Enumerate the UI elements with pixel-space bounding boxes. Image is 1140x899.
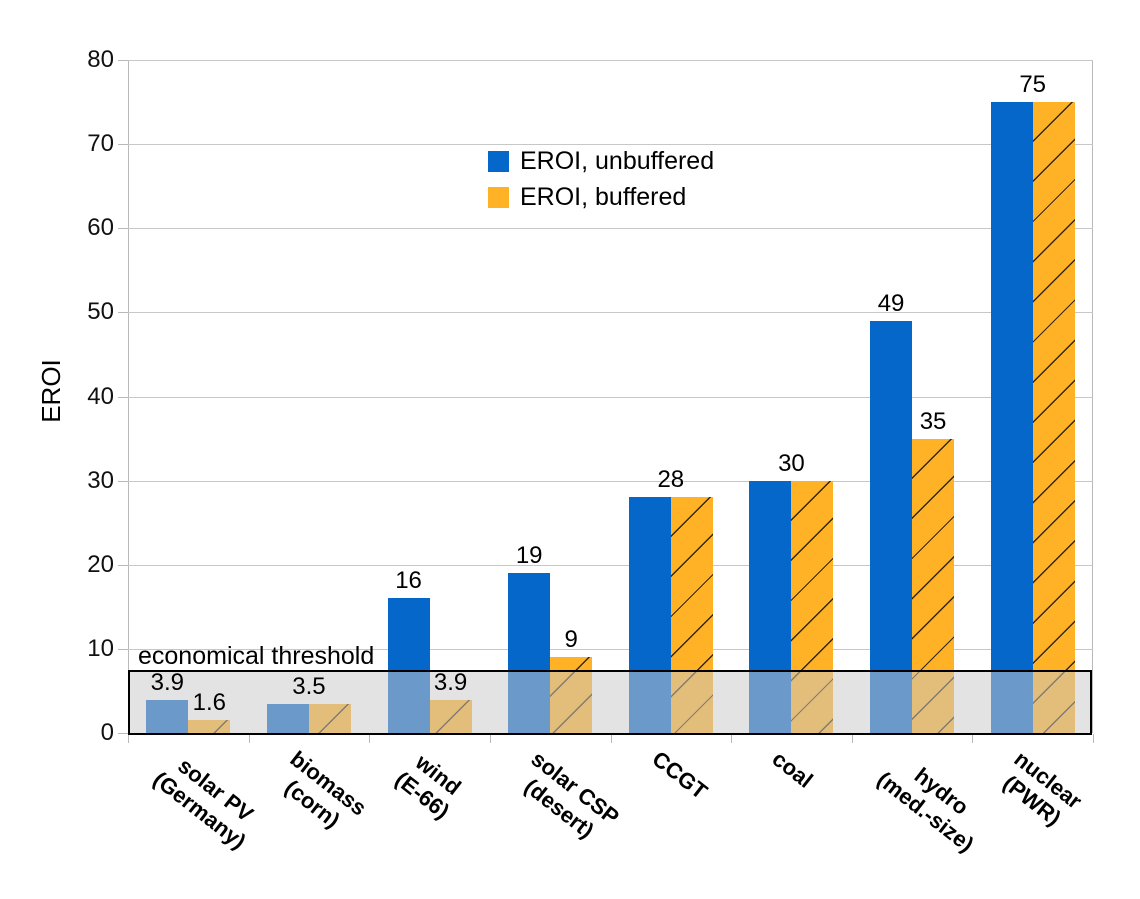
gridline-y-40: [128, 397, 1093, 398]
economical-threshold-label: economical threshold: [138, 642, 375, 670]
chart-legend: EROI, unbuffered EROI, buffered: [488, 148, 714, 210]
bar-buffered-wind-e-66: [429, 700, 472, 733]
gridline-y-50: [128, 312, 1093, 313]
y-axis-label-0: 0: [100, 719, 114, 746]
y-tick-30: [118, 481, 128, 482]
y-axis-label-20: 20: [87, 551, 114, 578]
plot-border-right: [1092, 60, 1093, 733]
y-axis-label-10: 10: [87, 635, 114, 662]
x-label-ccgt: CCGT: [647, 746, 712, 805]
y-tick-20: [118, 565, 128, 566]
gridline-y-20: [128, 565, 1093, 566]
bar-unbuffered-coal: [749, 480, 792, 733]
plot-border-left: [128, 60, 129, 733]
x-label-nuclear-pwr: nuclear (PWR): [998, 746, 1087, 831]
y-tick-40: [118, 397, 128, 398]
y-axis-label-70: 70: [87, 130, 114, 157]
gridline-y-70: [128, 144, 1093, 145]
legend-label-buffered: EROI, buffered: [520, 183, 687, 211]
y-tick-70: [118, 144, 128, 145]
value-label-buffered-solar-csp-desert: 9: [564, 626, 578, 654]
bar-unbuffered-biomass-corn: [266, 703, 309, 733]
value-label-buffered-solar-pv-germany: 1.6: [192, 688, 226, 716]
x-tick-8: [1093, 734, 1094, 743]
x-label-coal: coal: [768, 746, 819, 793]
bar-unbuffered-ccgt: [628, 497, 671, 733]
x-label-solar-csp-desert: solar CSP (desert): [519, 746, 625, 844]
value-label-unbuffered-wind-e-66: 16: [395, 567, 422, 595]
x-tick-7: [972, 734, 973, 743]
x-label-solar-pv-germany: solar PV (Germany): [148, 752, 259, 854]
y-axis-label-40: 40: [87, 383, 114, 410]
x-label-wind-e-66: wind (E-66): [390, 749, 466, 824]
legend-item-unbuffered: EROI, unbuffered: [488, 148, 714, 174]
value-label-buffered-wind-e-66: 3.9: [433, 669, 468, 697]
bar-buffered-nuclear-pwr: [1032, 102, 1075, 733]
y-axis-label-50: 50: [87, 298, 114, 325]
value-label-coal: 30: [778, 449, 805, 477]
y-axis-label-80: 80: [87, 46, 114, 73]
x-tick-6: [852, 734, 853, 743]
value-label-biomass-corn: 3.5: [292, 672, 326, 700]
bar-buffered-solar-pv-germany: [188, 719, 231, 733]
x-tick-4: [611, 734, 612, 743]
bar-buffered-hydro-med-size: [912, 438, 955, 733]
x-label-biomass-corn: biomass (corn): [280, 746, 372, 833]
bar-buffered-coal: [791, 480, 834, 733]
value-label-nuclear-pwr: 75: [1019, 71, 1047, 99]
value-label-unbuffered-hydro-med-size: 49: [877, 289, 905, 317]
y-axis-label-60: 60: [87, 214, 114, 241]
value-label-buffered-hydro-med-size: 35: [919, 407, 947, 435]
x-tick-0: [128, 734, 129, 743]
legend-item-buffered: EROI, buffered: [488, 184, 714, 210]
y-tick-80: [118, 60, 128, 61]
gridline-y-60: [128, 228, 1093, 229]
value-label-unbuffered-solar-csp-desert: 19: [515, 542, 543, 570]
y-tick-10: [118, 649, 128, 650]
gridline-y-80: [128, 60, 1093, 61]
x-tick-5: [731, 734, 732, 743]
y-tick-50: [118, 312, 128, 313]
gridline-y-30: [128, 481, 1093, 482]
legend-swatch-buffered-icon: [488, 186, 509, 208]
gridline-y-10: [128, 649, 1093, 650]
x-tick-1: [249, 734, 250, 743]
x-label-hydro-med-size: hydro (med.-size): [872, 762, 979, 857]
bar-unbuffered-wind-e-66: [387, 598, 430, 733]
y-tick-60: [118, 228, 128, 229]
x-tick-2: [369, 734, 370, 743]
value-label-ccgt: 28: [657, 466, 685, 494]
y-axis-label-30: 30: [87, 467, 114, 494]
bar-unbuffered-nuclear-pwr: [990, 102, 1033, 733]
legend-swatch-unbuffered-icon: [488, 150, 509, 172]
y-tick-0: [118, 733, 128, 734]
bar-buffered-solar-csp-desert: [550, 657, 593, 733]
bar-buffered-biomass-corn: [308, 703, 351, 733]
bar-unbuffered-hydro-med-size: [870, 320, 913, 733]
legend-label-unbuffered: EROI, unbuffered: [520, 147, 715, 175]
y-axis-title: EROI: [36, 359, 66, 423]
x-tick-3: [490, 734, 491, 743]
bar-buffered-ccgt: [670, 497, 713, 733]
